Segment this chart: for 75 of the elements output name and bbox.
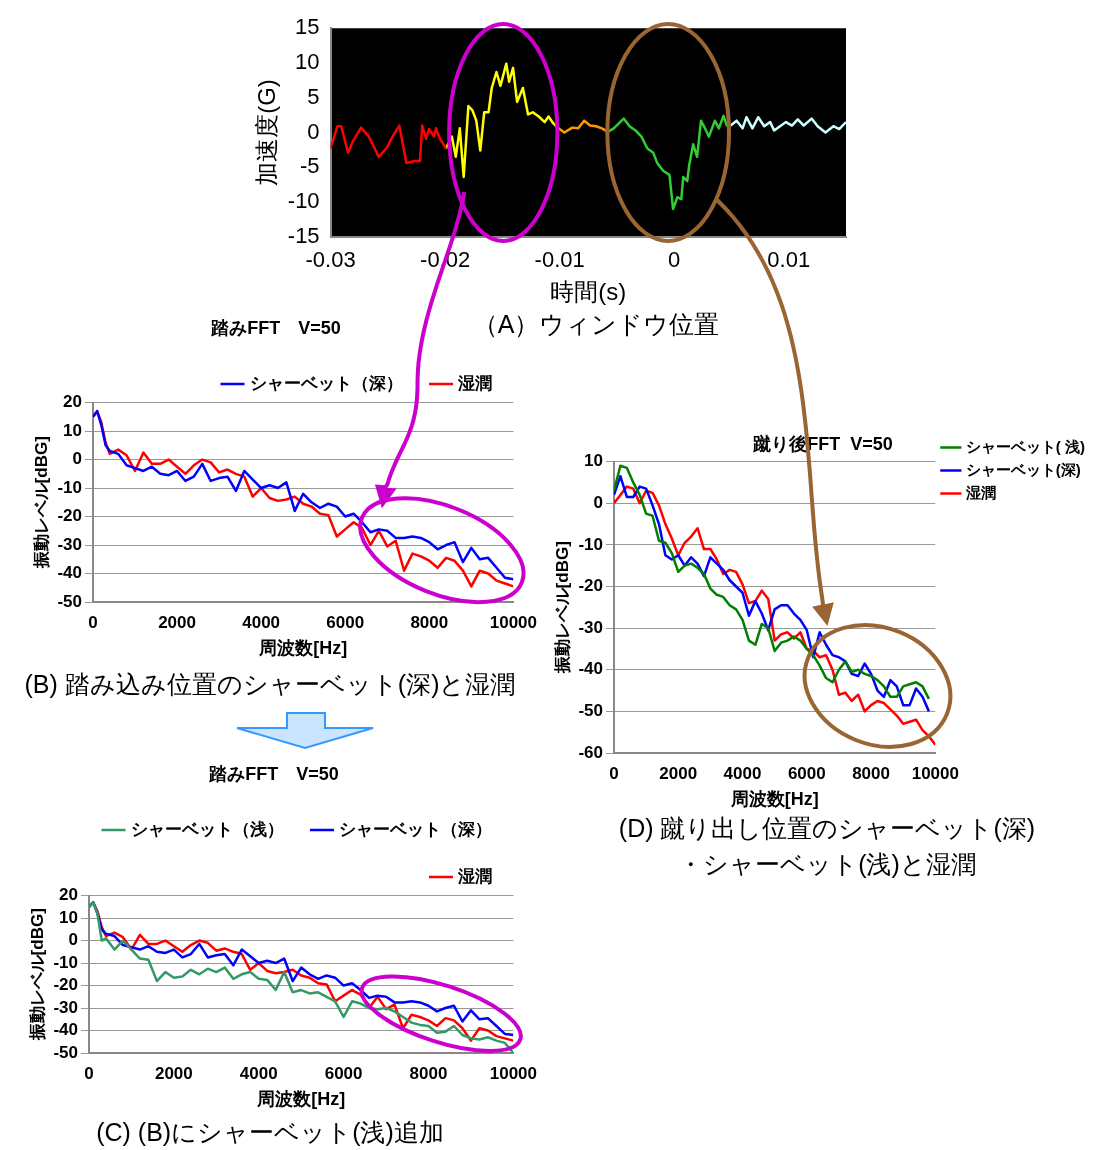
legend-label: 湿潤 [964, 483, 996, 501]
x-axis-title: 周波数[Hz] [258, 638, 348, 659]
y-tick-label: -5 [300, 153, 320, 179]
text: ・シャーベット(浅)と湿潤 [677, 849, 977, 880]
y-tick-label: -10 [57, 477, 82, 497]
y-tick-label: -10 [53, 952, 78, 972]
x-axis-title: 周波数[Hz] [729, 789, 819, 810]
y-tick-label: -50 [57, 591, 82, 611]
y-tick-label: 0 [307, 118, 320, 144]
y-tick-label: 20 [63, 392, 82, 412]
legend-label: シャーベット（浅） [130, 819, 284, 839]
chart-title: 踏みFFT V=50 [210, 317, 341, 338]
x-tick-label: -0.01 [534, 247, 585, 273]
chart-title: 踏みFFT V=50 [208, 763, 339, 784]
y-axis-title: 振動レベル[dBG] [27, 908, 47, 1042]
y-tick-label: -20 [53, 975, 78, 995]
y-tick-label: 10 [584, 451, 603, 471]
x-tick-label: 0 [88, 612, 98, 632]
x-tick-label: 2000 [659, 763, 698, 783]
y-tick-label: -40 [57, 563, 82, 583]
y-tick-label: -15 [287, 222, 320, 248]
y-tick-label: -50 [578, 701, 603, 721]
text: (B) 踏み込み位置のシャーベット(深)と湿潤 [23, 669, 517, 700]
legend-label: シャーベット( 浅) [965, 437, 1086, 455]
text: (C) (B)にシャーベット(浅)追加 [95, 1117, 445, 1148]
y-tick-label: -30 [53, 997, 78, 1017]
y-tick-label: 20 [59, 885, 78, 905]
x-tick-label: 0 [609, 763, 619, 783]
y-axis-title: 振動レベル[dBG] [552, 541, 572, 675]
y-tick-label: -20 [578, 576, 603, 596]
legend-label: 湿潤 [457, 373, 492, 393]
legend-label: シャーベット(深) [965, 460, 1081, 478]
x-tick-label: 10000 [911, 763, 959, 783]
legend-label: 湿潤 [457, 866, 492, 886]
text: (D) 蹴り出し位置のシャーベット(深) [617, 813, 1037, 844]
y-tick-label: -30 [578, 617, 603, 637]
x-tick-label: -0.03 [305, 247, 356, 273]
x-tick-label: 10000 [489, 1063, 537, 1083]
x-axis-title: 時間(s) [550, 278, 627, 306]
x-tick-label: 2000 [154, 1063, 193, 1083]
x-tick-label: 6000 [326, 612, 365, 632]
y-tick-label: -50 [53, 1042, 78, 1062]
y-tick-label: 10 [63, 420, 82, 440]
x-tick-label: 6000 [787, 763, 826, 783]
x-axis-title: 周波数[Hz] [256, 1089, 346, 1110]
x-tick-label: 10000 [489, 612, 537, 632]
y-tick-label: -20 [57, 506, 82, 526]
x-tick-label: 0 [668, 247, 681, 273]
y-tick-label: 15 [295, 14, 320, 40]
y-tick-label: 0 [72, 449, 82, 469]
x-tick-label: 4000 [723, 763, 762, 783]
y-tick-label: 10 [295, 49, 320, 75]
x-tick-label: 2000 [158, 612, 196, 632]
x-tick-label: 8000 [410, 612, 449, 632]
x-tick-label: 6000 [324, 1063, 363, 1083]
y-tick-label: -40 [578, 659, 603, 679]
y-tick-label: 0 [593, 492, 603, 512]
y-tick-label: 0 [68, 930, 78, 950]
y-tick-label: -60 [578, 742, 603, 762]
x-tick-label: 8000 [852, 763, 890, 783]
y-tick-label: -30 [57, 534, 82, 554]
y-tick-label: -40 [53, 1020, 78, 1040]
legend-label: シャーベット（深） [249, 373, 403, 393]
y-tick-label: 10 [59, 907, 78, 927]
y-tick-label: -10 [578, 534, 603, 554]
y-tick-label: 5 [307, 83, 320, 109]
legend-label: シャーベット（深） [339, 819, 492, 839]
x-tick-label: 4000 [242, 612, 281, 632]
y-axis-title: 振動レベル[dBG] [31, 436, 51, 570]
x-tick-label: 4000 [239, 1063, 278, 1083]
y-tick-label: -10 [287, 188, 320, 214]
x-tick-label: 8000 [409, 1063, 448, 1083]
y-axis-title: 加速度(G) [253, 79, 281, 186]
x-tick-label: 0.01 [767, 247, 811, 273]
text: （A）ウィンドウ位置 [472, 310, 720, 338]
